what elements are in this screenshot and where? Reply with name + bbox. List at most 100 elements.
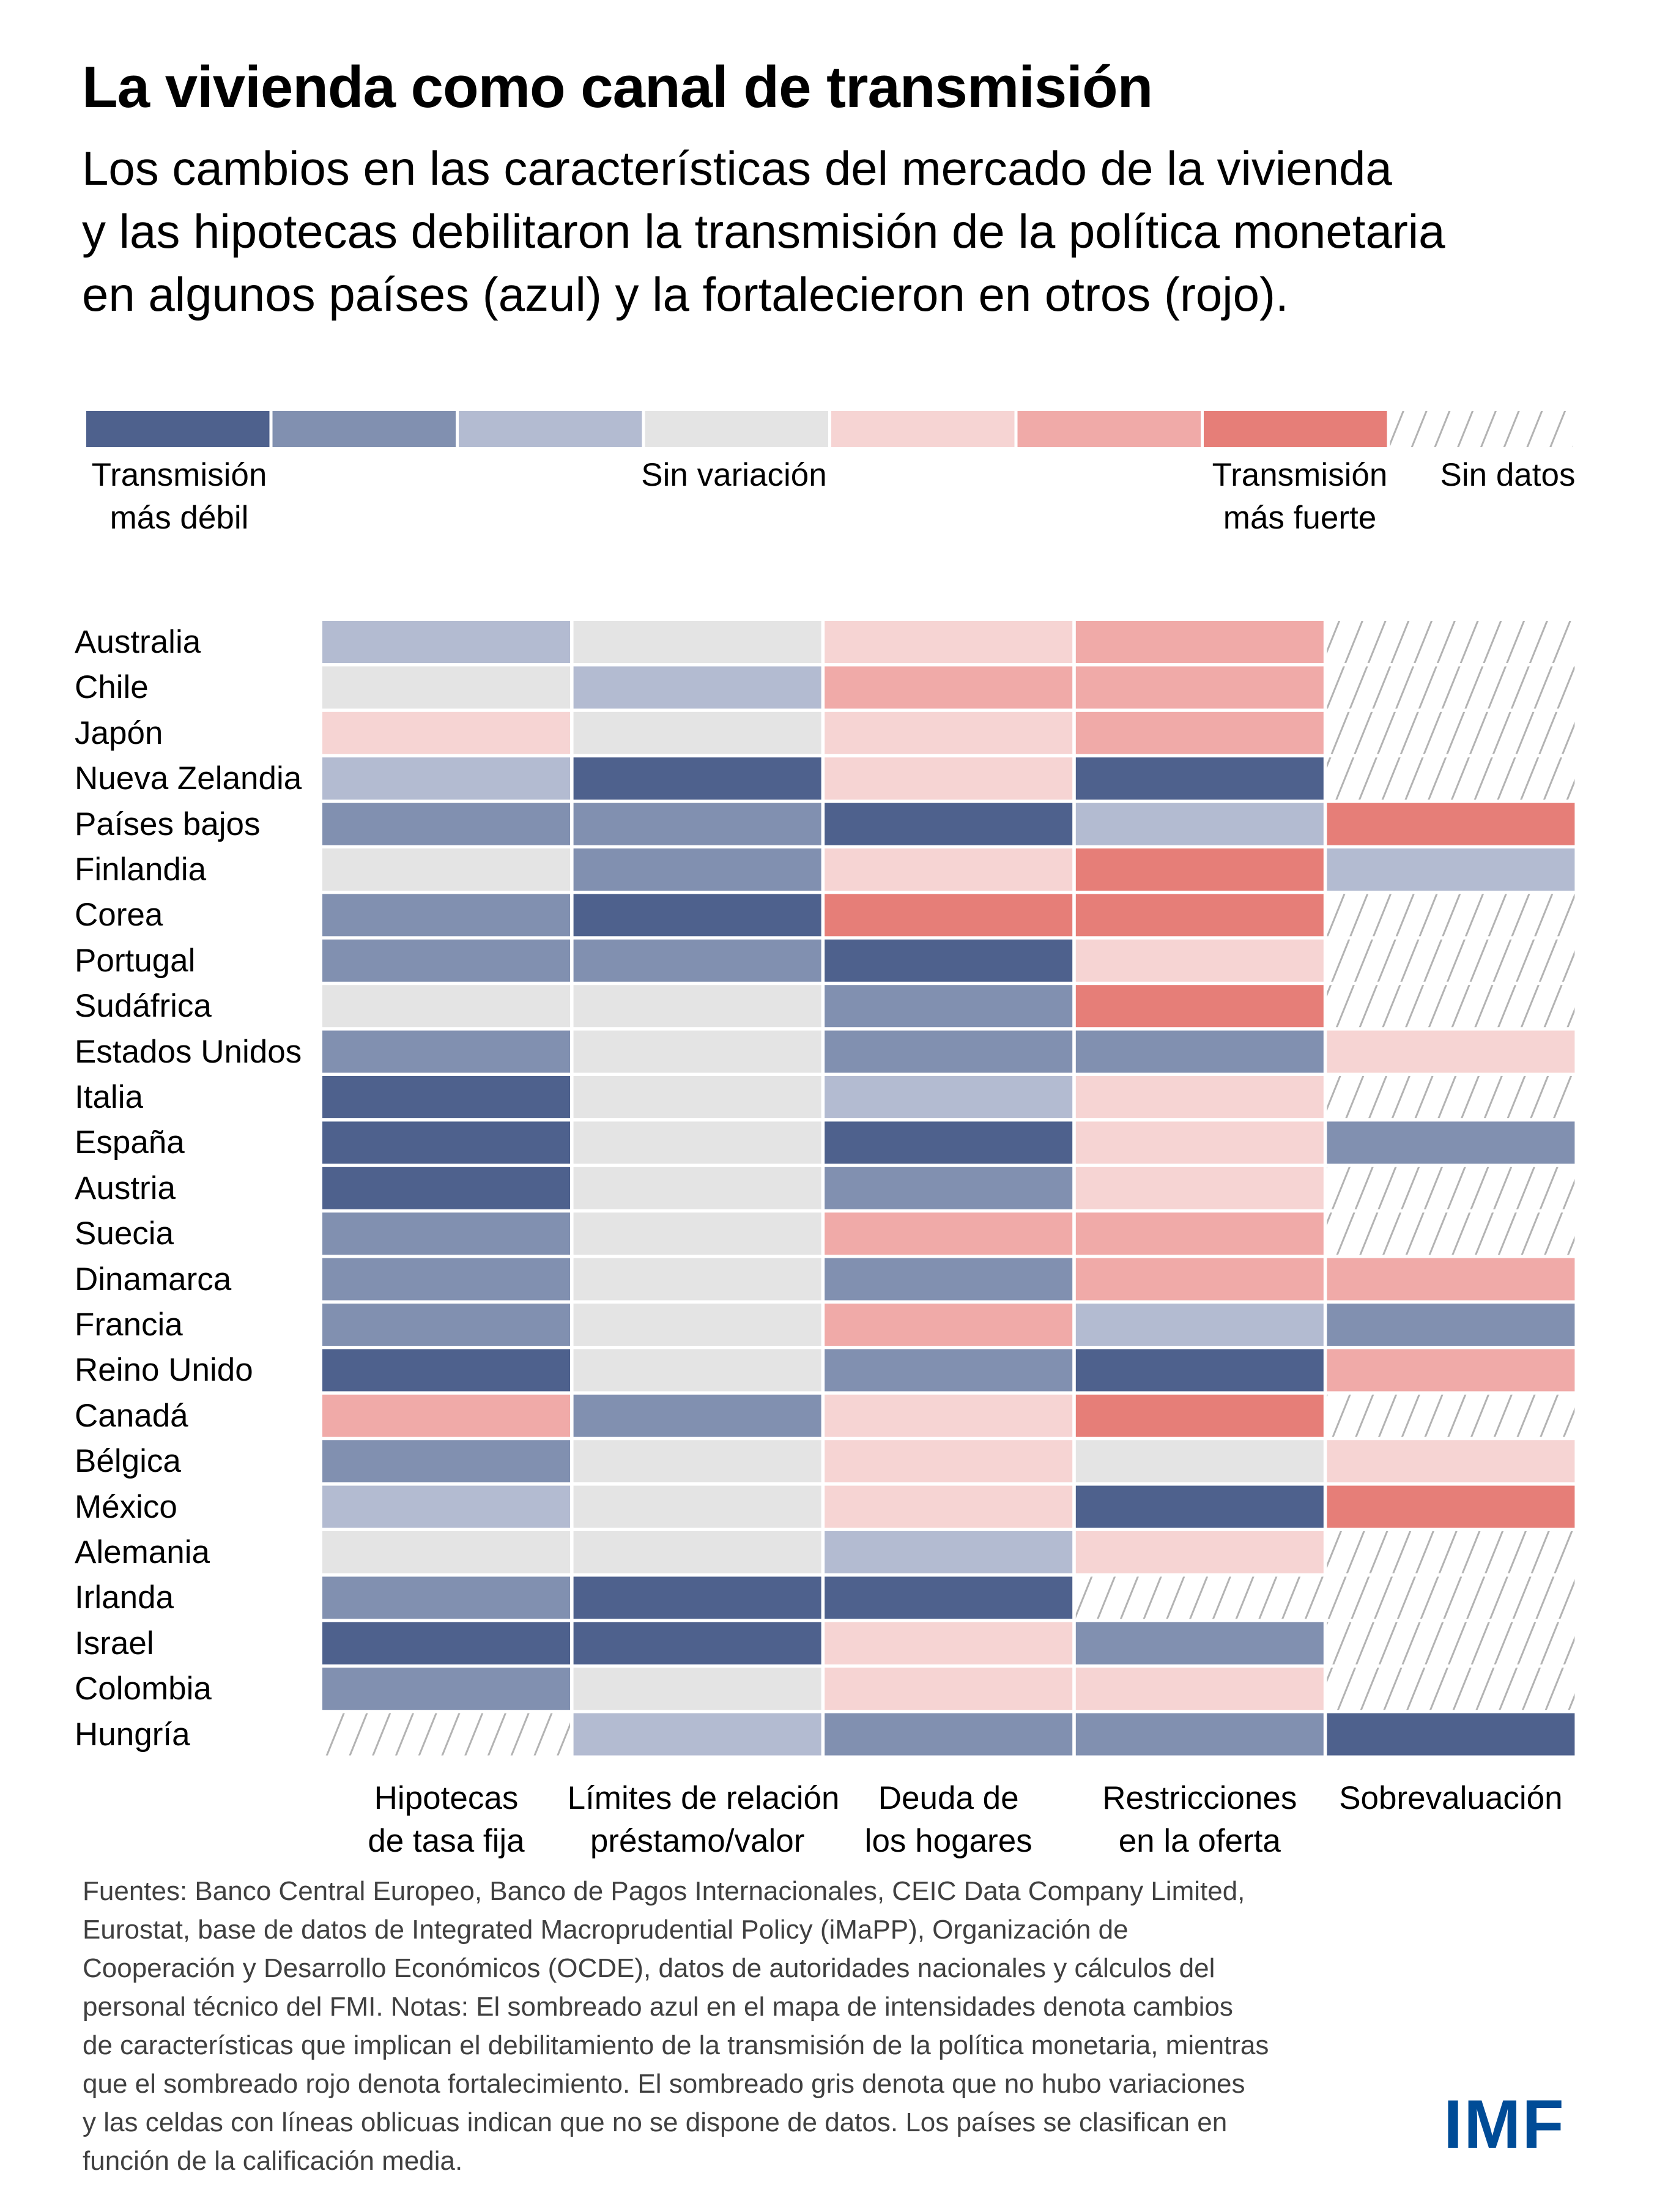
heatmap-cell: [825, 1485, 1073, 1528]
footer-line: personal técnico del FMI. Notas: El somb…: [83, 1992, 1233, 2022]
country-label: Finlandia: [75, 852, 207, 888]
legend-label-strong-line2: más fuerte: [1223, 500, 1377, 536]
chart-subtitle: Los cambios en las características del m…: [82, 137, 1648, 326]
column-label-line: Sobrevaluación: [1339, 1780, 1563, 1816]
heatmap-cell: [573, 1304, 821, 1346]
country-label: Italia: [75, 1079, 143, 1115]
column-label-line: en la oferta: [1118, 1823, 1281, 1859]
footer-line: y las celdas con líneas oblicuas indican…: [83, 2107, 1228, 2137]
heatmap-cell: [1327, 894, 1575, 937]
heatmap-cell: [1327, 1212, 1575, 1255]
column-label: Sobrevaluación: [1321, 1777, 1581, 1820]
heatmap-cell: [1327, 848, 1575, 891]
heatmap-cell: [1327, 1349, 1575, 1392]
heatmap-cell: [1075, 621, 1324, 663]
heatmap-cell: [825, 894, 1073, 937]
heatmap-cell: [1327, 1622, 1575, 1665]
heatmap-cell: [322, 1485, 570, 1528]
country-label: Alemania: [75, 1534, 210, 1570]
legend-swatch--1: [459, 411, 642, 447]
heatmap-cell: [1327, 1304, 1575, 1346]
heatmap-cell: [322, 711, 570, 754]
country-label: Estados Unidos: [75, 1033, 302, 1070]
legend-label-nodata: Sin datos: [1440, 457, 1576, 493]
heatmap-cell: [1075, 1576, 1324, 1619]
heatmap-cell: [1327, 711, 1575, 754]
chart-title: La vivienda como canal de transmisión: [82, 54, 1153, 120]
footer-line: Cooperación y Desarrollo Económicos (OCD…: [83, 1953, 1215, 1983]
heatmap-cell: [825, 1167, 1073, 1209]
heatmap-cell: [573, 1212, 821, 1255]
heatmap-cell: [1327, 803, 1575, 845]
column-label-line: Restricciones: [1102, 1780, 1297, 1816]
heatmap-cell: [1075, 1349, 1324, 1392]
heatmap-cell: [1327, 621, 1575, 663]
heatmap-cell: [1327, 939, 1575, 982]
heatmap-cell: [573, 1394, 821, 1437]
heatmap-cell: [1327, 1668, 1575, 1710]
heatmap-cell: [1075, 848, 1324, 891]
heatmap-cell: [573, 1713, 821, 1756]
heatmap-cell: [825, 1212, 1073, 1255]
heatmap-cell: [573, 1030, 821, 1073]
heatmap-cell: [825, 1531, 1073, 1573]
footer-line: que el sombreado rojo denota fortalecimi…: [83, 2069, 1245, 2099]
legend-swatch-nodata: [1390, 411, 1573, 447]
heatmap-cell: [1075, 1212, 1324, 1255]
heatmap-cell: [322, 1304, 570, 1346]
country-label: Sudáfrica: [75, 988, 212, 1025]
heatmap-cell: [573, 1167, 821, 1209]
column-label-line: los hogares: [864, 1823, 1032, 1859]
heatmap-cell: [573, 1622, 821, 1665]
heatmap-cell: [322, 1668, 570, 1710]
heatmap-cell: [573, 1258, 821, 1301]
heatmap-cell: [1075, 1713, 1324, 1756]
country-label: Bélgica: [75, 1443, 181, 1480]
heatmap-cell: [573, 1349, 821, 1392]
heatmap-cell: [1075, 1030, 1324, 1073]
country-label: Colombia: [75, 1671, 212, 1707]
subtitle-line: en algunos países (azul) y la fortalecie…: [82, 267, 1289, 321]
heatmap-cell: [573, 894, 821, 937]
footer-line: de características que implican el debil…: [83, 2030, 1269, 2060]
country-label: Dinamarca: [75, 1261, 232, 1297]
country-label: Países bajos: [75, 806, 261, 842]
legend-swatch-2: [1017, 411, 1201, 447]
heatmap-cell: [825, 1121, 1073, 1164]
heatmap-cell: [573, 848, 821, 891]
heatmap-cell: [1327, 1440, 1575, 1483]
country-label: Hungría: [75, 1716, 190, 1753]
legend-label-none: Sin variación: [641, 457, 827, 493]
heatmap-cell: [1327, 1394, 1575, 1437]
subtitle-line: Los cambios en las características del m…: [82, 141, 1392, 195]
country-label: Portugal: [75, 942, 196, 979]
heatmap-cell: [1075, 1167, 1324, 1209]
heatmap-cell: [322, 1440, 570, 1483]
heatmap-cell: [825, 1440, 1073, 1483]
country-label: Irlanda: [75, 1579, 174, 1616]
heatmap-cell: [1327, 1576, 1575, 1619]
heatmap-cell: [825, 985, 1073, 1028]
heatmap-cell: [1075, 1394, 1324, 1437]
heatmap-cell: [1327, 985, 1575, 1028]
heatmap-cell: [1327, 1713, 1575, 1756]
heatmap-cell: [322, 1258, 570, 1301]
heatmap-cell: [825, 666, 1073, 709]
heatmap: [322, 621, 1575, 1756]
column-label-line: Deuda de: [878, 1780, 1019, 1816]
heatmap-cell: [322, 1349, 570, 1392]
imf-logo: IMF: [1444, 2086, 1565, 2162]
heatmap-cell: [1075, 1622, 1324, 1665]
heatmap-cell: [825, 1713, 1073, 1756]
heatmap-cell: [825, 1622, 1073, 1665]
heatmap-cell: [573, 1531, 821, 1573]
legend-label-weak-line1: Transmisión: [91, 457, 267, 493]
heatmap-cell: [573, 1485, 821, 1528]
subtitle-line: y las hipotecas debilitaron la transmisi…: [82, 204, 1445, 258]
heatmap-cell: [825, 1394, 1073, 1437]
heatmap-cell: [1327, 1030, 1575, 1073]
heatmap-cell: [825, 1304, 1073, 1346]
heatmap-cell: [573, 985, 821, 1028]
heatmap-cell: [825, 711, 1073, 754]
heatmap-cell: [1075, 1076, 1324, 1118]
